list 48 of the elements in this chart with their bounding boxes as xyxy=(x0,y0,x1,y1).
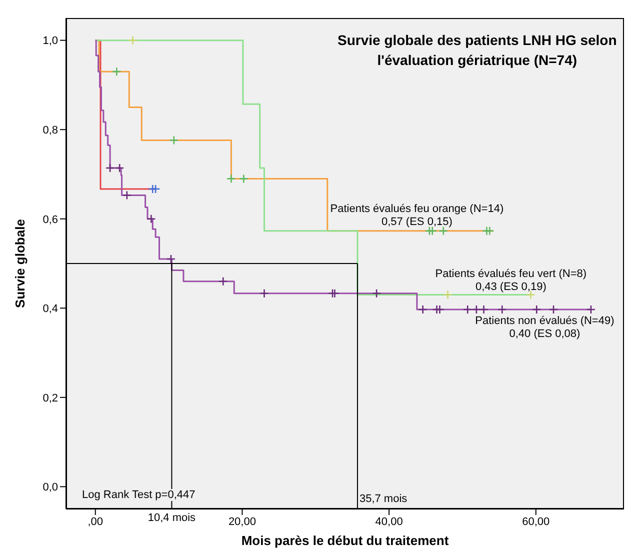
point xyxy=(260,288,269,298)
point xyxy=(128,36,138,45)
point xyxy=(218,276,228,286)
series-label: Patients évalués feu vert (N=8) xyxy=(434,268,588,281)
series-label: Patients non évalués (N=49) xyxy=(474,314,616,328)
point xyxy=(114,163,124,173)
annotation: 0,43 (ES 0,19) xyxy=(474,280,548,294)
x-tick-label: 20,00 xyxy=(228,516,256,528)
y-tick-label: 0,0 xyxy=(42,482,58,494)
y-tick-label: 0,4 xyxy=(42,303,58,316)
y-axis-title: Survie globale xyxy=(12,219,28,308)
point xyxy=(169,136,179,145)
series-label: Patients évalués feu orange (N=14) xyxy=(329,203,505,216)
x-tick-label: 40,00 xyxy=(375,516,403,528)
point xyxy=(122,190,132,200)
y-tick-label: 0,6 xyxy=(42,214,58,226)
point xyxy=(166,254,176,264)
point xyxy=(586,304,596,314)
y-tick-label: 0,2 xyxy=(42,392,58,404)
point xyxy=(105,163,115,173)
point xyxy=(479,304,488,314)
point xyxy=(435,304,444,314)
x-axis-title: Mois parès le début du traitement xyxy=(240,533,450,548)
point xyxy=(532,304,542,314)
point xyxy=(150,184,160,194)
point xyxy=(484,226,494,236)
point xyxy=(462,304,472,314)
point xyxy=(443,290,452,300)
annotation: 0,57 (ES 0,15) xyxy=(380,216,454,230)
y-tick-label: 1,0 xyxy=(42,35,58,48)
x-tick-label: ,00 xyxy=(88,516,104,528)
point xyxy=(472,304,482,314)
point xyxy=(330,288,340,298)
annotation: Log Rank Test p=0,447 xyxy=(82,489,196,501)
ref-line-label: 35,7 mois xyxy=(359,493,408,505)
point xyxy=(226,174,236,184)
x-tick-label: 60,00 xyxy=(522,516,550,528)
text: Survie globale des patients LNH HG selon l'évaluation gériatrique (N=74) xyxy=(336,31,618,70)
point xyxy=(112,66,122,76)
point xyxy=(497,304,507,314)
point xyxy=(418,304,428,314)
annotation: 0,40 (ES 0,08) xyxy=(508,328,582,341)
point xyxy=(146,214,156,224)
y-tick-label: 0,8 xyxy=(42,124,58,136)
point xyxy=(239,174,248,184)
point xyxy=(548,304,558,314)
ref-line-label: 10,4 mois xyxy=(146,512,197,524)
point xyxy=(372,288,382,298)
